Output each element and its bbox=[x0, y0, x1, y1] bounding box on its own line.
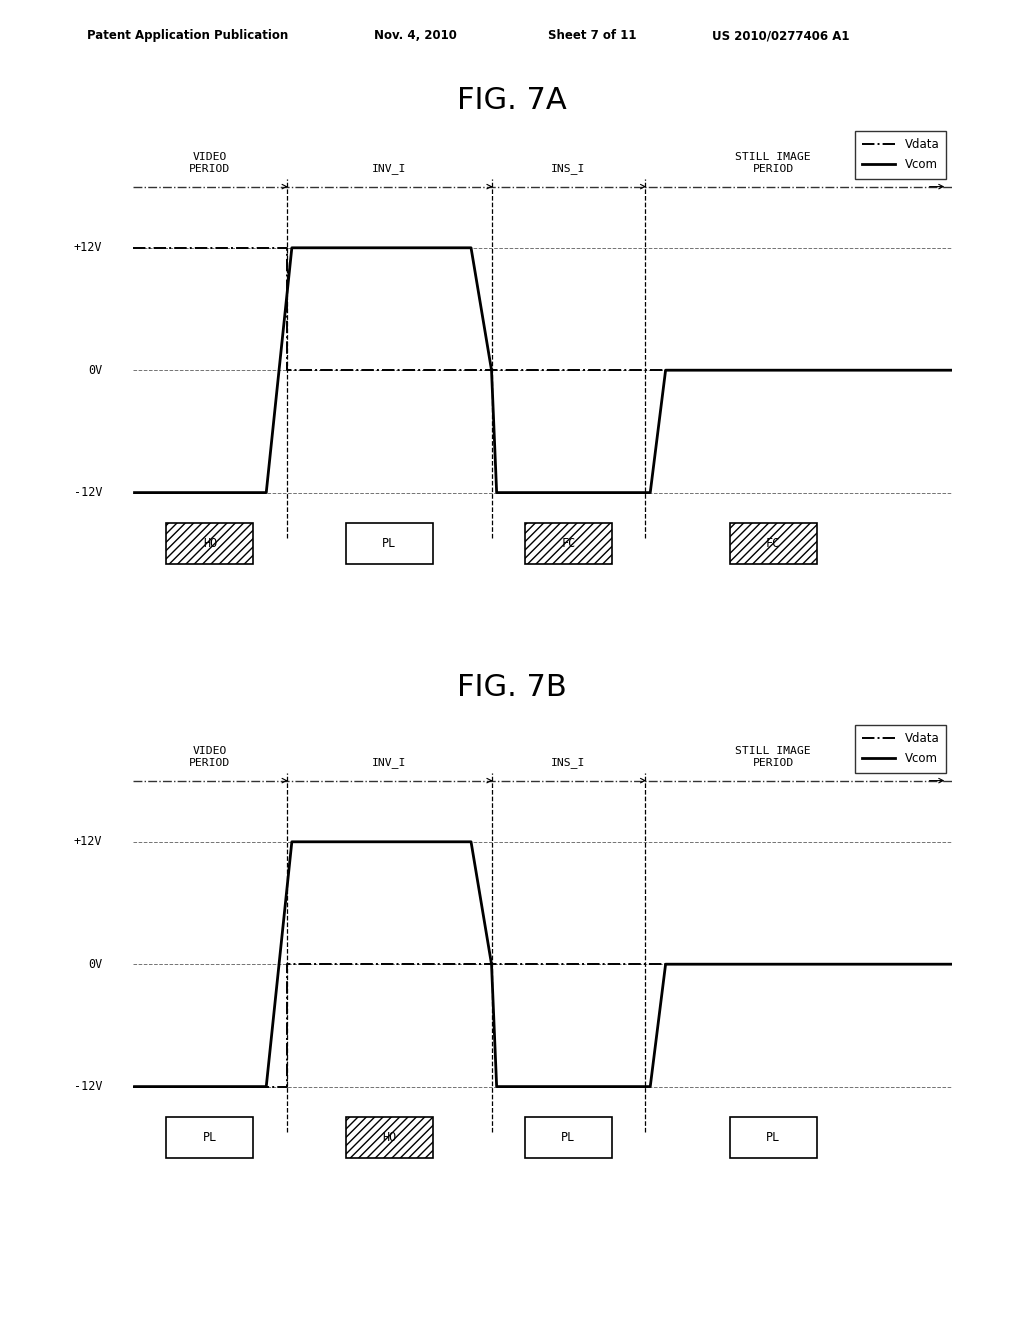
Text: FC: FC bbox=[766, 537, 780, 550]
Text: INV_I: INV_I bbox=[372, 164, 407, 174]
Text: Sheet 7 of 11: Sheet 7 of 11 bbox=[548, 29, 636, 42]
Legend: Vdata, Vcom: Vdata, Vcom bbox=[855, 725, 946, 772]
Text: STILL IMAGE
PERIOD: STILL IMAGE PERIOD bbox=[735, 152, 811, 174]
Text: Nov. 4, 2010: Nov. 4, 2010 bbox=[374, 29, 457, 42]
Text: 0V: 0V bbox=[88, 364, 102, 376]
Text: PL: PL bbox=[382, 537, 396, 550]
Text: Patent Application Publication: Patent Application Publication bbox=[87, 29, 289, 42]
Bar bbox=[729, 523, 817, 564]
Text: -12V: -12V bbox=[74, 1080, 102, 1093]
Text: +12V: +12V bbox=[74, 242, 102, 255]
Text: INS_I: INS_I bbox=[551, 758, 586, 768]
Text: HO: HO bbox=[203, 537, 217, 550]
Text: FIG. 7B: FIG. 7B bbox=[457, 673, 567, 702]
Text: HO: HO bbox=[382, 1131, 396, 1144]
Legend: Vdata, Vcom: Vdata, Vcom bbox=[855, 131, 946, 178]
Text: PL: PL bbox=[561, 1131, 575, 1144]
Text: VIDEO
PERIOD: VIDEO PERIOD bbox=[189, 152, 230, 174]
Bar bbox=[525, 523, 612, 564]
Text: FIG. 7A: FIG. 7A bbox=[457, 86, 567, 115]
Text: -12V: -12V bbox=[74, 486, 102, 499]
Text: US 2010/0277406 A1: US 2010/0277406 A1 bbox=[712, 29, 849, 42]
Bar bbox=[729, 1117, 817, 1158]
Bar bbox=[346, 1117, 433, 1158]
Bar bbox=[525, 523, 612, 564]
Bar bbox=[346, 523, 433, 564]
Text: 0V: 0V bbox=[88, 958, 102, 970]
Bar bbox=[166, 1117, 254, 1158]
Text: STILL IMAGE
PERIOD: STILL IMAGE PERIOD bbox=[735, 746, 811, 768]
Text: FC: FC bbox=[561, 537, 575, 550]
Bar bbox=[525, 1117, 612, 1158]
Bar bbox=[166, 523, 254, 564]
Bar bbox=[346, 1117, 433, 1158]
Text: +12V: +12V bbox=[74, 836, 102, 849]
Text: INS_I: INS_I bbox=[551, 164, 586, 174]
Bar bbox=[729, 523, 817, 564]
Bar bbox=[166, 523, 254, 564]
Text: VIDEO
PERIOD: VIDEO PERIOD bbox=[189, 746, 230, 768]
Text: PL: PL bbox=[203, 1131, 217, 1144]
Text: INV_I: INV_I bbox=[372, 758, 407, 768]
Text: PL: PL bbox=[766, 1131, 780, 1144]
